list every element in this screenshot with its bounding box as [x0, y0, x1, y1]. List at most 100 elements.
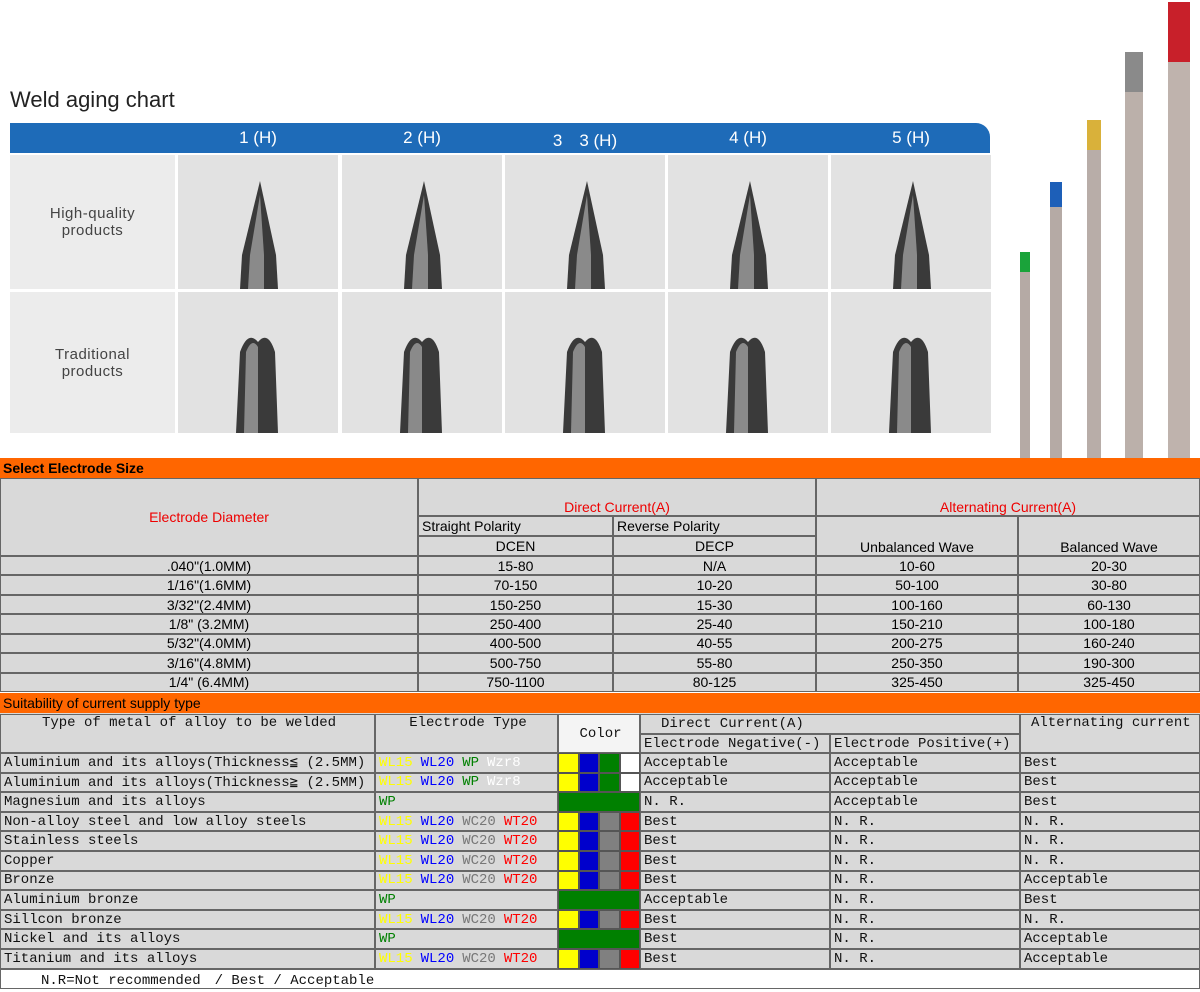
electrode-code: WT20: [503, 950, 538, 967]
color-swatch: [578, 909, 599, 930]
electrode-code: WL20: [420, 813, 455, 830]
table-cell: 250-400: [418, 614, 613, 634]
color-swatch: [578, 949, 599, 969]
electrode-code: WP: [379, 931, 396, 948]
table-cell: 10-20: [613, 575, 816, 595]
electrode-tip: [563, 337, 605, 433]
electrode-tip: [893, 181, 931, 289]
table-cell: Acceptable: [830, 753, 1020, 773]
table-cell: Best: [640, 811, 830, 832]
table-cell: Best: [640, 851, 830, 871]
metal-cell: Stainless steels: [0, 831, 375, 851]
metal-cell: Sillcon bronze: [0, 909, 375, 930]
table-cell: 100-180: [1018, 614, 1200, 634]
header-cell: Electrode Diameter: [0, 478, 418, 556]
table-cell: Best: [640, 870, 830, 891]
table-cell: Acceptable: [640, 753, 830, 773]
electrode-code: WC20: [462, 911, 496, 928]
electrode-code: Wzr8: [487, 754, 521, 771]
header-cell: Electrode Negative(-): [640, 734, 830, 753]
color-swatch: [558, 753, 579, 773]
electrode-code: WL20: [420, 872, 455, 889]
electrode-type-cell: WL15 WL20 WC20 WT20: [375, 811, 558, 832]
table-cell: Acceptable: [640, 772, 830, 793]
header-cell: Reverse Polarity: [613, 516, 816, 536]
header-cell: Unbalanced Wave: [816, 516, 1018, 556]
rod-tip: [1050, 182, 1062, 207]
color-swatch: [619, 772, 640, 793]
color-swatch: [558, 909, 579, 930]
table-cell: 50-100: [816, 575, 1018, 595]
color-swatch: [578, 870, 599, 891]
electrode-tip: [404, 181, 442, 289]
electrode-type-cell: WP: [375, 890, 558, 910]
electrode-code: WL15: [379, 833, 413, 850]
table-cell: N. R.: [830, 949, 1020, 969]
color-swatch: [558, 792, 640, 812]
electrode-code: WC20: [462, 950, 496, 967]
electrode-tip: [730, 181, 768, 289]
table-cell: 325-450: [816, 672, 1018, 692]
column-header: 2 (H): [403, 128, 441, 147]
table-cell: 30-80: [1018, 575, 1200, 595]
table-cell: N. R.: [830, 929, 1020, 949]
table-cell: N. R.: [1020, 851, 1200, 871]
electrode-code: WL20: [420, 774, 455, 791]
electrode-code: WT20: [503, 813, 538, 830]
electrode-code: WL15: [379, 872, 413, 889]
table-cell: N. R.: [830, 811, 1020, 832]
electrode-type-cell: WL15 WL20 WP Wzr8: [375, 753, 558, 773]
table-cell: 40-55: [613, 633, 816, 654]
electrode-code: WL15: [379, 852, 413, 869]
table-cell: Best: [1020, 772, 1200, 793]
table-cell: 250-350: [816, 653, 1018, 673]
color-swatch: [599, 949, 620, 969]
tip-photo: [831, 292, 991, 433]
table-cell: 55-80: [613, 653, 816, 673]
rod: [1125, 90, 1143, 458]
rod-tip: [1087, 120, 1101, 150]
tip-photo: [505, 155, 665, 289]
electrode-tip: [400, 337, 442, 433]
header-cell: Electrode Positive(+): [830, 734, 1020, 753]
column-header: 1 (H): [239, 128, 277, 147]
header-cell: Alternating Current(A): [816, 478, 1200, 516]
table-cell: N. R.: [830, 851, 1020, 871]
column-header: 5 (H): [892, 128, 930, 147]
electrode-code: WP: [379, 793, 396, 810]
table-cell: N. R.: [830, 831, 1020, 851]
header-cell: Direct Current(A): [418, 478, 816, 516]
tip-photo: [831, 155, 991, 289]
electrode-code: WT20: [503, 911, 538, 928]
section-bar: Select Electrode Size: [0, 458, 1200, 478]
electrode-tip: [567, 181, 605, 289]
color-swatch: [619, 909, 640, 930]
electrode-code: WL15: [379, 911, 413, 928]
color-swatch: [599, 831, 620, 851]
table-cell: 15-80: [418, 556, 613, 576]
electrode-code: WC20: [462, 813, 496, 830]
color-swatch: [558, 890, 640, 910]
color-swatch: [619, 831, 640, 851]
table-cell: 80-125: [613, 672, 816, 692]
table-cell: Acceptable: [830, 772, 1020, 793]
electrode-type-cell: WL15 WL20 WC20 WT20: [375, 831, 558, 851]
table-cell: 60-130: [1018, 594, 1200, 615]
electrode-tip: [240, 181, 278, 289]
electrode-code: WL15: [379, 950, 413, 967]
tip-photo: [178, 292, 338, 433]
header-bar: [10, 123, 990, 153]
color-swatch: [599, 811, 620, 832]
electrode-code: WT20: [503, 833, 538, 850]
column-header: 3 3 (H): [552, 130, 618, 150]
table-cell: N/A: [613, 556, 816, 576]
color-swatch: [558, 831, 579, 851]
color-swatch: [558, 870, 579, 891]
row-label: Traditional products: [10, 292, 175, 433]
table-cell: 15-30: [613, 594, 816, 615]
table-cell: Best: [640, 929, 830, 949]
color-swatch: [558, 949, 579, 969]
color-swatch: [619, 851, 640, 871]
table-cell: 400-500: [418, 633, 613, 654]
